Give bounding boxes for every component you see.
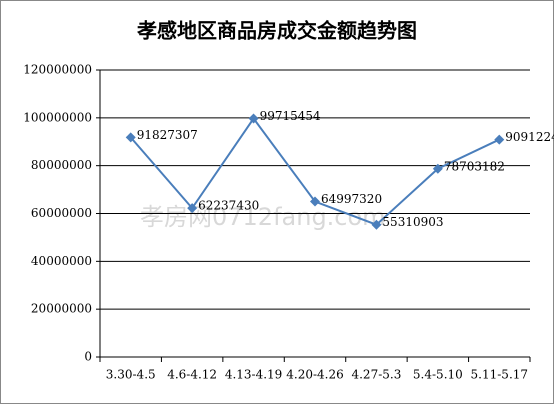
y-tick-label: 20000000 [31, 302, 92, 316]
y-tick-label: 80000000 [31, 158, 92, 172]
x-tick-label: 4.6-4.12 [167, 368, 217, 382]
x-tick-label: 5.4-5.10 [413, 368, 463, 382]
y-tick-label: 40000000 [31, 254, 92, 268]
x-tick-label: 4.20-4.26 [286, 368, 344, 382]
x-tick-label: 5.11-5.17 [471, 368, 529, 382]
marker [371, 219, 382, 230]
marker [248, 113, 259, 124]
x-tick-label: 4.27-5.3 [351, 368, 401, 382]
marker [310, 196, 320, 207]
data-label: 91827307 [137, 128, 198, 142]
data-label: 90912244 [505, 130, 554, 144]
x-tick-label: 4.13-4.19 [225, 368, 283, 382]
y-tick-label: 120000000 [23, 63, 92, 77]
marker [494, 134, 505, 145]
data-label: 62237430 [198, 199, 259, 213]
y-tick-label: 100000000 [23, 110, 92, 124]
y-tick-label: 60000000 [31, 206, 92, 220]
y-tick-label: 0 [84, 350, 92, 364]
data-label: 64997320 [321, 192, 382, 206]
data-label: 78703182 [444, 159, 505, 173]
x-tick-label: 3.30-4.5 [106, 368, 156, 382]
marker [187, 203, 198, 214]
data-label: 99715454 [260, 109, 321, 123]
marker [432, 163, 443, 174]
marker [125, 132, 136, 143]
chart-title: 孝感地区商品房成交金额趋势图 [136, 19, 417, 43]
watermark: 孝房网0712fang.com [140, 203, 386, 231]
data-label: 55310903 [382, 215, 443, 229]
